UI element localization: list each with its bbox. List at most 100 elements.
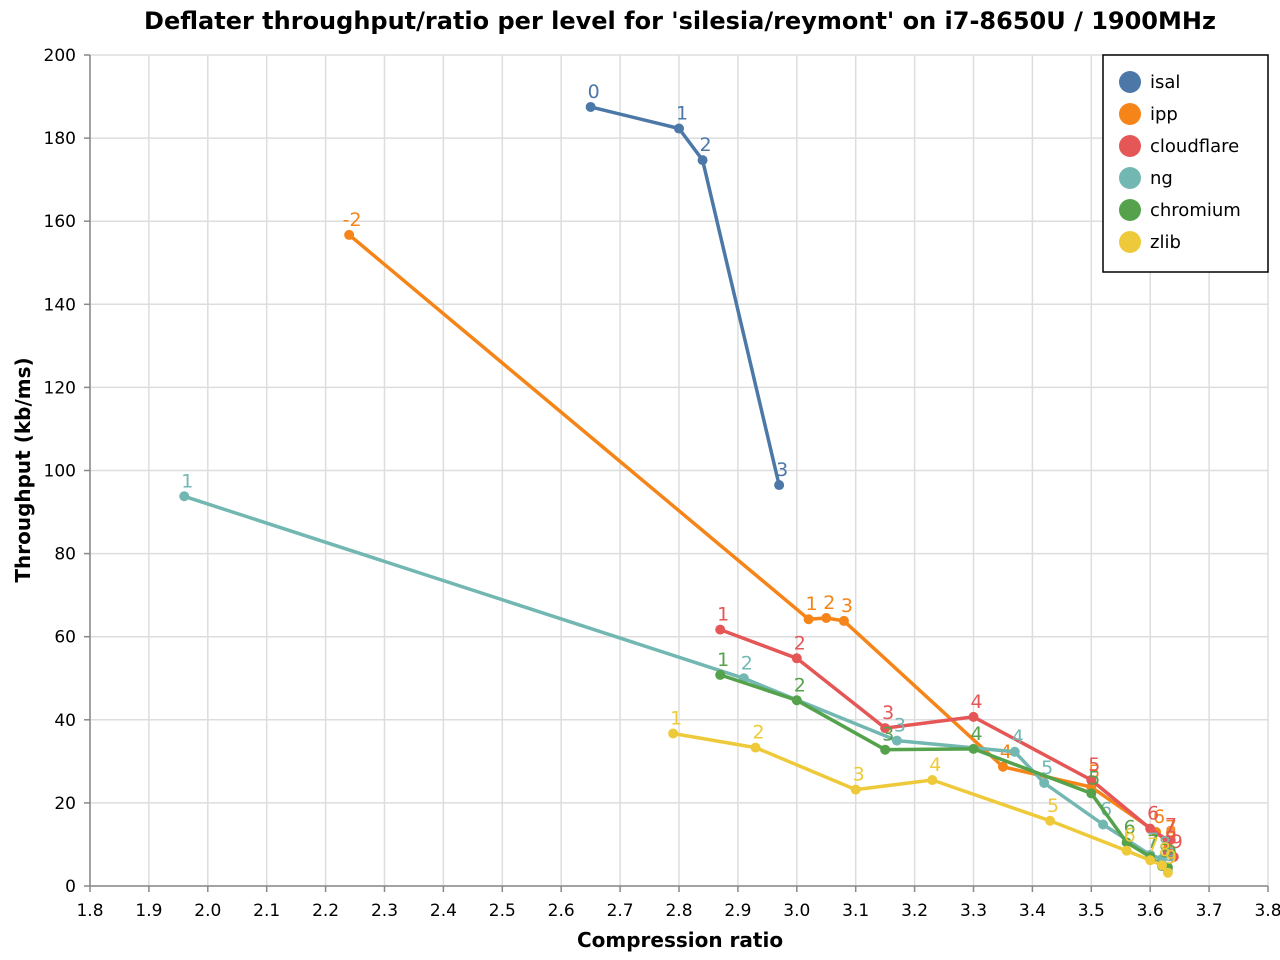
- legend-label: ipp: [1150, 104, 1178, 125]
- legend-label: chromium: [1150, 200, 1241, 221]
- y-tick-label: 40: [54, 711, 76, 731]
- y-tick-label: 60: [54, 628, 76, 648]
- data-label-ng: 6: [1100, 799, 1112, 821]
- data-label-ng: 9: [1165, 844, 1177, 866]
- series-line-ng: [182, 494, 1170, 872]
- y-tick-label: 120: [44, 378, 76, 398]
- data-point-ipp: [344, 229, 355, 240]
- data-point-chromium: [968, 743, 979, 754]
- legend-swatch: [1119, 135, 1141, 157]
- x-tick-label: 2.4: [430, 901, 457, 921]
- data-point-cloudflare: [968, 711, 979, 722]
- data-label-cloudflare: 6: [1147, 803, 1159, 825]
- y-axis-ticks: 0 20 40 60 80 100 120 140 160 180 200: [44, 46, 90, 897]
- data-point-zlib: [1162, 867, 1173, 878]
- y-tick-label: 0: [65, 877, 76, 897]
- data-label-zlib: 9: [1165, 847, 1177, 869]
- data-label-zlib: 6: [1124, 825, 1136, 847]
- y-tick-label: 20: [54, 794, 76, 814]
- data-point-isal: [774, 480, 785, 491]
- data-point-ng: [1039, 777, 1050, 788]
- chart-title: Deflater throughput/ratio per level for …: [144, 7, 1216, 35]
- x-tick-label: 3.5: [1078, 901, 1105, 921]
- x-tick-label: 2.8: [665, 901, 692, 921]
- data-point-chromium: [791, 695, 802, 706]
- legend-items: isal ipp cloudflare ng chromium zlib: [1119, 71, 1241, 253]
- legend-item-ipp: ipp: [1119, 103, 1178, 125]
- data-label-zlib: 8: [1159, 839, 1171, 861]
- legend-label: ng: [1150, 168, 1173, 189]
- data-label-zlib: 1: [670, 708, 682, 730]
- data-label-isal: 1: [676, 103, 688, 125]
- data-label-ng: 8: [1159, 833, 1171, 855]
- data-label-zlib: 7: [1147, 834, 1159, 856]
- series-line-chromium: [718, 673, 1170, 870]
- data-point-isal: [674, 123, 684, 134]
- x-tick-label: 3.4: [1019, 901, 1046, 921]
- data-label-ng: 4: [1012, 726, 1024, 748]
- data-point-zlib: [1045, 815, 1056, 826]
- data-label-chromium: 5: [1088, 767, 1100, 789]
- data-label-chromium: 6: [1124, 816, 1136, 838]
- data-point-cloudflare: [715, 624, 726, 635]
- data-label-zlib: 2: [753, 722, 765, 744]
- data-point-zlib: [927, 775, 938, 786]
- data-label-ipp: 2: [823, 592, 835, 614]
- y-tick-label: 140: [44, 295, 76, 315]
- legend-swatch: [1119, 199, 1141, 221]
- x-tick-label: 2.7: [607, 901, 634, 921]
- data-point-ipp: [997, 761, 1008, 772]
- x-tick-label: 1.8: [76, 901, 103, 921]
- data-label-cloudflare: 2: [794, 632, 806, 654]
- data-label-ng: 2: [741, 652, 753, 674]
- data-point-cloudflare: [880, 723, 891, 734]
- data-label-cloudflare: 3: [882, 702, 894, 724]
- data-point-cloudflare: [1168, 851, 1179, 862]
- legend-item-zlib: zlib: [1119, 231, 1181, 253]
- data-point-zlib: [750, 742, 761, 753]
- data-point-cloudflare: [1145, 823, 1156, 834]
- data-label-ipp: -2: [343, 209, 362, 231]
- data-label-chromium: 7: [1147, 831, 1159, 853]
- x-tick-label: 1.9: [135, 901, 162, 921]
- x-tick-label: 2.1: [253, 901, 280, 921]
- data-label-zlib: 5: [1047, 795, 1059, 817]
- x-tick-label: 3.6: [1137, 901, 1164, 921]
- data-point-ipp: [838, 615, 849, 626]
- data-point-zlib: [668, 728, 679, 739]
- data-label-cloudflare: 7: [1165, 814, 1177, 836]
- x-tick-label: 2.0: [194, 901, 221, 921]
- data-point-chromium: [880, 744, 891, 755]
- legend-item-ng: ng: [1119, 167, 1173, 189]
- data-label-cloudflare: 9: [1171, 831, 1183, 853]
- series-line-isal: [588, 105, 781, 487]
- x-tick-label: 2.2: [312, 901, 339, 921]
- data-point-chromium: [715, 669, 726, 680]
- data-point-cloudflare: [1086, 775, 1097, 786]
- data-point-isal: [585, 101, 596, 112]
- data-point-cloudflare: [1162, 835, 1173, 846]
- legend-swatch: [1119, 103, 1141, 125]
- series-zlib: 123 456 7 89: [668, 708, 1177, 878]
- data-label-ipp: 3: [841, 595, 853, 617]
- data-point-ipp: [821, 613, 832, 624]
- x-tick-label: 2.3: [371, 901, 398, 921]
- x-tick-label: 3.0: [783, 901, 810, 921]
- data-label-cloudflare: 4: [970, 691, 982, 713]
- data-point-ng: [1098, 819, 1109, 830]
- data-label-ng: 1: [181, 470, 193, 492]
- data-point-ng: [179, 491, 190, 502]
- series-isal: 0 12 3: [585, 81, 788, 491]
- data-point-ng: [1009, 746, 1020, 757]
- data-label-cloudflare: 8: [1165, 827, 1177, 849]
- data-label-cloudflare: 5: [1088, 754, 1100, 776]
- data-label-isal: 0: [588, 81, 600, 103]
- y-tick-label: 100: [44, 462, 76, 482]
- data-label-cloudflare: 1: [717, 604, 729, 626]
- legend-label: zlib: [1150, 232, 1181, 253]
- legend-swatch: [1119, 71, 1141, 93]
